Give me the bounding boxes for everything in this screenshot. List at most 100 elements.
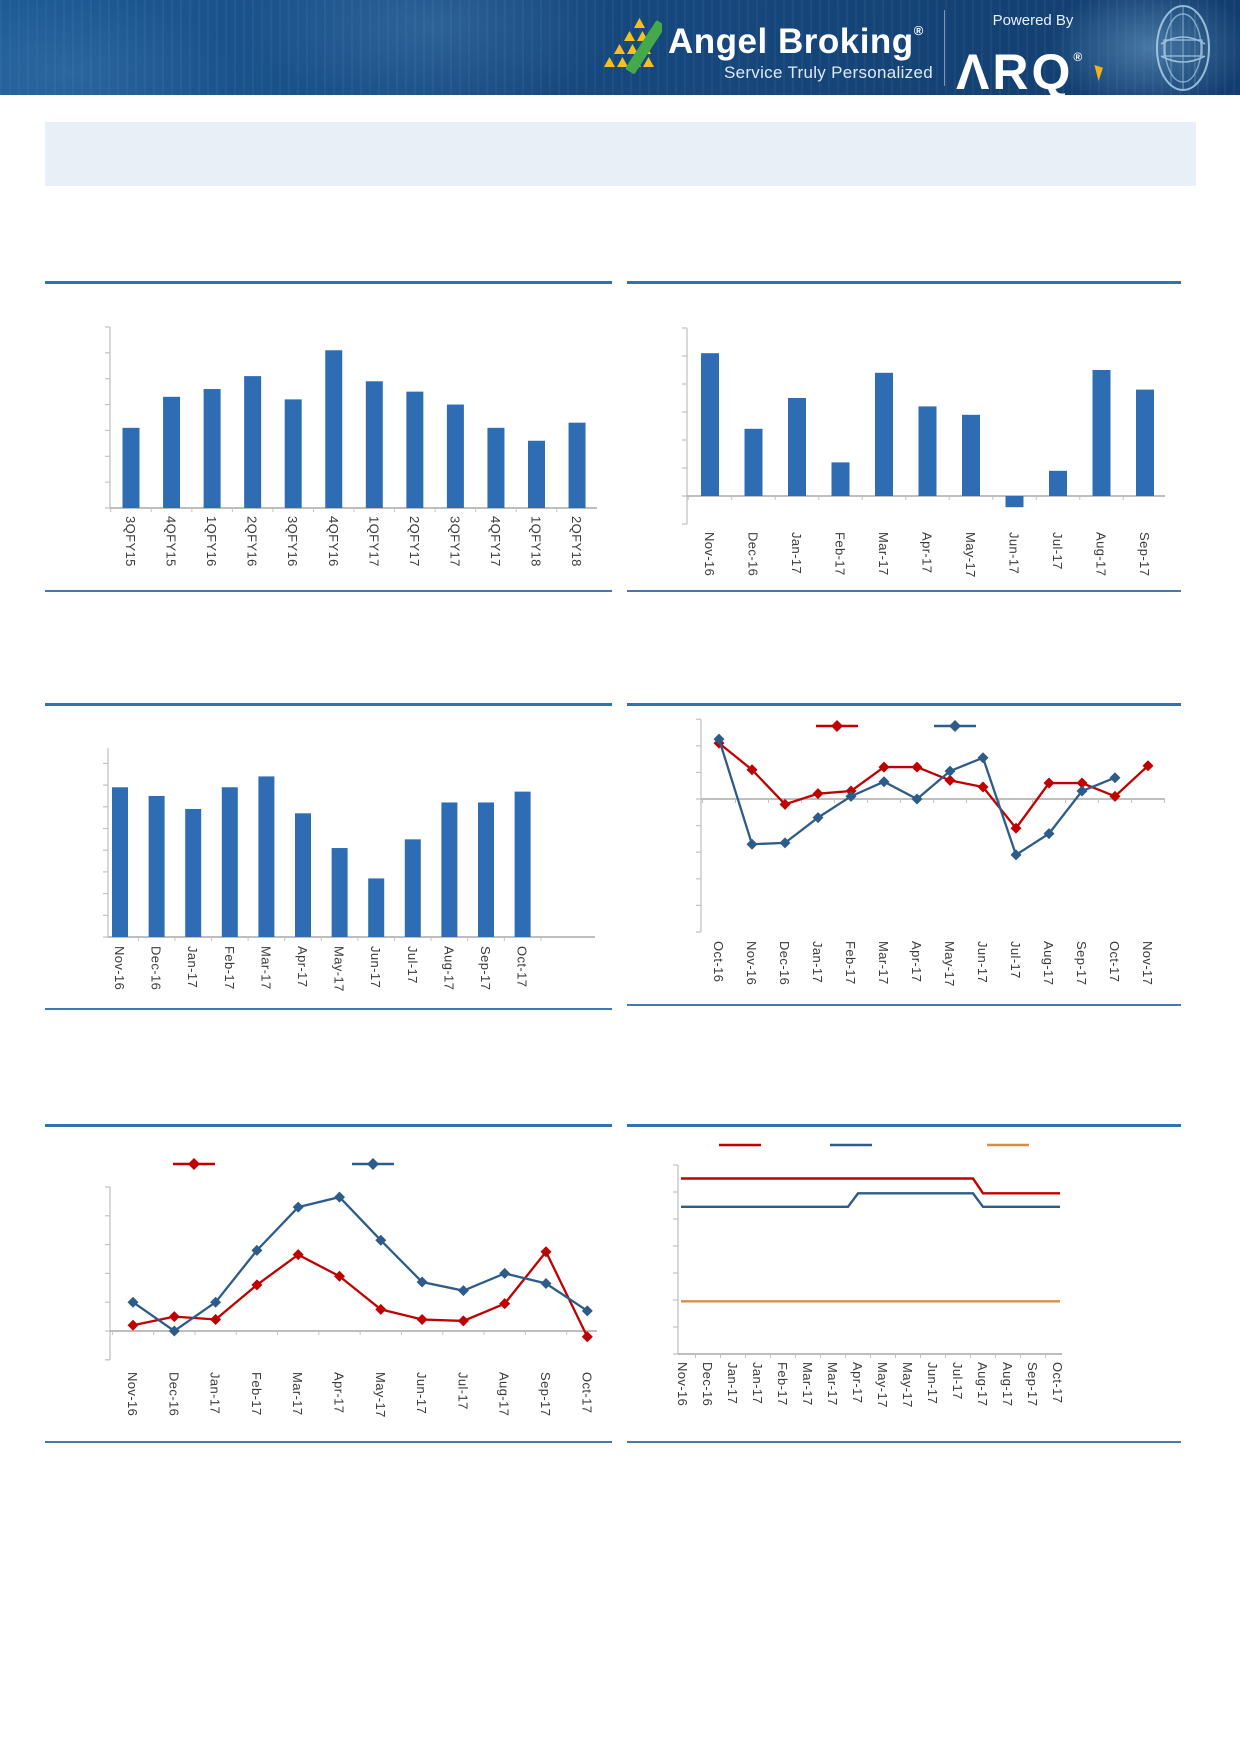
separator-line: [627, 590, 1181, 592]
x-axis-label: Jan-17: [750, 1362, 765, 1404]
x-axis-label: Apr-17: [850, 1362, 865, 1403]
x-axis-label: Feb-17: [775, 1362, 790, 1406]
x-axis-label: Jun-17: [1007, 532, 1022, 574]
x-axis-label: 1QFY16: [204, 516, 219, 567]
x-axis-label: Jan-17: [185, 946, 200, 988]
x-axis-label: Jul-17: [1050, 532, 1065, 570]
x-axis-label: 3QFY16: [285, 516, 300, 567]
x-axis-label: May-17: [373, 1372, 388, 1418]
x-axis-label: Jul-17: [455, 1372, 470, 1410]
x-axis-label: Mar-17: [290, 1372, 305, 1416]
x-axis-label: Oct-17: [1050, 1362, 1065, 1403]
x-axis-label: Nov-16: [702, 532, 717, 576]
x-axis-label: 4QFY16: [326, 516, 341, 567]
x-axis-label: 1QFY17: [366, 516, 381, 567]
x-axis-label: Oct-17: [515, 946, 530, 987]
x-axis-label: May-17: [963, 532, 978, 578]
brand-registered-mark: ®: [913, 23, 924, 38]
header-banner: Angel Broking® Service Truly Personalize…: [0, 0, 1240, 100]
x-axis-label: Feb-17: [833, 532, 848, 576]
x-axis-label: Jul-17: [1008, 941, 1023, 979]
x-axis-label: Dec-16: [166, 1372, 181, 1416]
separator-line: [627, 1441, 1181, 1443]
separator-line: [627, 1004, 1181, 1006]
x-axis-label: Jul-17: [950, 1362, 965, 1400]
x-axis-label: Oct-16: [711, 941, 726, 982]
x-axis-label: Jan-17: [810, 941, 825, 983]
header-divider: [944, 10, 945, 86]
separator-line: [45, 1441, 612, 1443]
arq-face-graphic-icon: [1156, 5, 1210, 91]
angel-broking-logo-icon: [604, 18, 662, 74]
brand-tagline: Service Truly Personalized: [723, 63, 933, 82]
x-axis-label: Jun-17: [925, 1362, 940, 1404]
x-axis-label: Sep-17: [538, 1372, 553, 1416]
x-axis-label: Sep-17: [1074, 941, 1089, 985]
separator-line: [627, 703, 1181, 706]
x-axis-label: 2QFY17: [407, 516, 422, 567]
x-axis-label: Jun-17: [975, 941, 990, 983]
chart-dual-line-momentum: Oct-16 Nov-16 Dec-16 Jan-17 Feb-17 Mar-17 Apr-…: [627, 712, 1181, 1008]
x-axis-label: Jun-17: [368, 946, 383, 988]
chart-step-lines-rates: Nov-16 Dec-16 Jan-17 Jan-17 Feb-17 Mar-17 Mar-…: [627, 1128, 1181, 1428]
x-axis-label: 2QFY16: [245, 516, 260, 567]
x-axis-label: Jul-17: [405, 946, 420, 984]
arq-logo: ΛRQ®: [956, 44, 1083, 100]
brand-name: Angel Broking®: [668, 22, 924, 61]
x-axis-label: Apr-17: [295, 946, 310, 987]
arq-logo-notch: [1090, 64, 1103, 82]
x-axis-label: Apr-17: [332, 1372, 347, 1413]
separator-line: [627, 1124, 1181, 1127]
x-axis-label: Nov-16: [744, 941, 759, 985]
x-axis-label: May-17: [875, 1362, 890, 1408]
powered-by-label: Powered By: [992, 12, 1074, 29]
separator-line: [45, 703, 612, 706]
x-axis-label: May-17: [332, 946, 347, 992]
x-axis-label: Dec-16: [777, 941, 792, 985]
x-axis-label: Nov-16: [112, 946, 127, 990]
x-axis-label: Mar-17: [825, 1362, 840, 1406]
x-axis-label: Aug-17: [441, 946, 456, 990]
chart-monthly-bars-left: Nov-16 Dec-16 Jan-17 Feb-17 Mar-17 Apr-17 May-…: [45, 715, 612, 1010]
x-axis-label: 3QFY15: [123, 516, 138, 567]
chart-quarterly-bars: 3QFY15 4QFY15 1QFY16 2QFY16 3QFY16 4QFY16 1QFY…: [45, 298, 612, 600]
x-axis-label: May-17: [900, 1362, 915, 1408]
x-axis-label: Dec-16: [149, 946, 164, 990]
x-axis-label: Nov-17: [1140, 941, 1155, 985]
x-axis-label: Dec-16: [700, 1362, 715, 1406]
x-axis-label: Jun-17: [414, 1372, 429, 1414]
x-axis-label: Aug-17: [1041, 941, 1056, 985]
x-axis-label: Mar-17: [876, 532, 891, 576]
x-axis-label: Feb-17: [222, 946, 237, 990]
x-axis-label: Feb-17: [843, 941, 858, 985]
x-axis-label: Jan-17: [208, 1372, 223, 1414]
x-axis-label: Aug-17: [1000, 1362, 1015, 1406]
x-axis-label: Sep-17: [478, 946, 493, 990]
separator-line: [45, 1008, 612, 1010]
x-axis-label: 4QFY15: [164, 516, 179, 567]
separator-line: [627, 281, 1181, 284]
x-axis-label: Jan-17: [725, 1362, 740, 1404]
x-axis-label: Aug-17: [497, 1372, 512, 1416]
x-axis-label: Aug-17: [1094, 532, 1109, 576]
x-axis-label: 4QFY17: [488, 516, 503, 567]
x-axis-label: Mar-17: [876, 941, 891, 985]
x-axis-label: Nov-16: [125, 1372, 140, 1416]
x-axis-label: Oct-17: [1107, 941, 1122, 982]
x-axis-label: May-17: [942, 941, 957, 987]
x-axis-label: 2QFY18: [569, 516, 584, 567]
x-axis-label: 1QFY18: [529, 516, 544, 567]
title-banner: [45, 122, 1196, 186]
separator-line: [45, 1124, 612, 1127]
x-axis-label: Mar-17: [800, 1362, 815, 1406]
x-axis-label: Aug-17: [975, 1362, 990, 1406]
chart-monthly-bars-right: Nov-16 Dec-16 Jan-17 Feb-17 Mar-17 Apr-17 May-…: [627, 298, 1181, 600]
x-axis-label: Apr-17: [909, 941, 924, 982]
separator-line: [45, 281, 612, 284]
x-axis-label: Sep-17: [1137, 532, 1152, 576]
x-axis-label: Dec-16: [746, 532, 761, 576]
separator-line: [45, 590, 612, 592]
chart-dual-line-trend: Nov-16 Dec-16 Jan-17 Feb-17 Mar-17 Apr-17 May-…: [45, 1128, 612, 1442]
x-axis-label: Feb-17: [249, 1372, 264, 1416]
